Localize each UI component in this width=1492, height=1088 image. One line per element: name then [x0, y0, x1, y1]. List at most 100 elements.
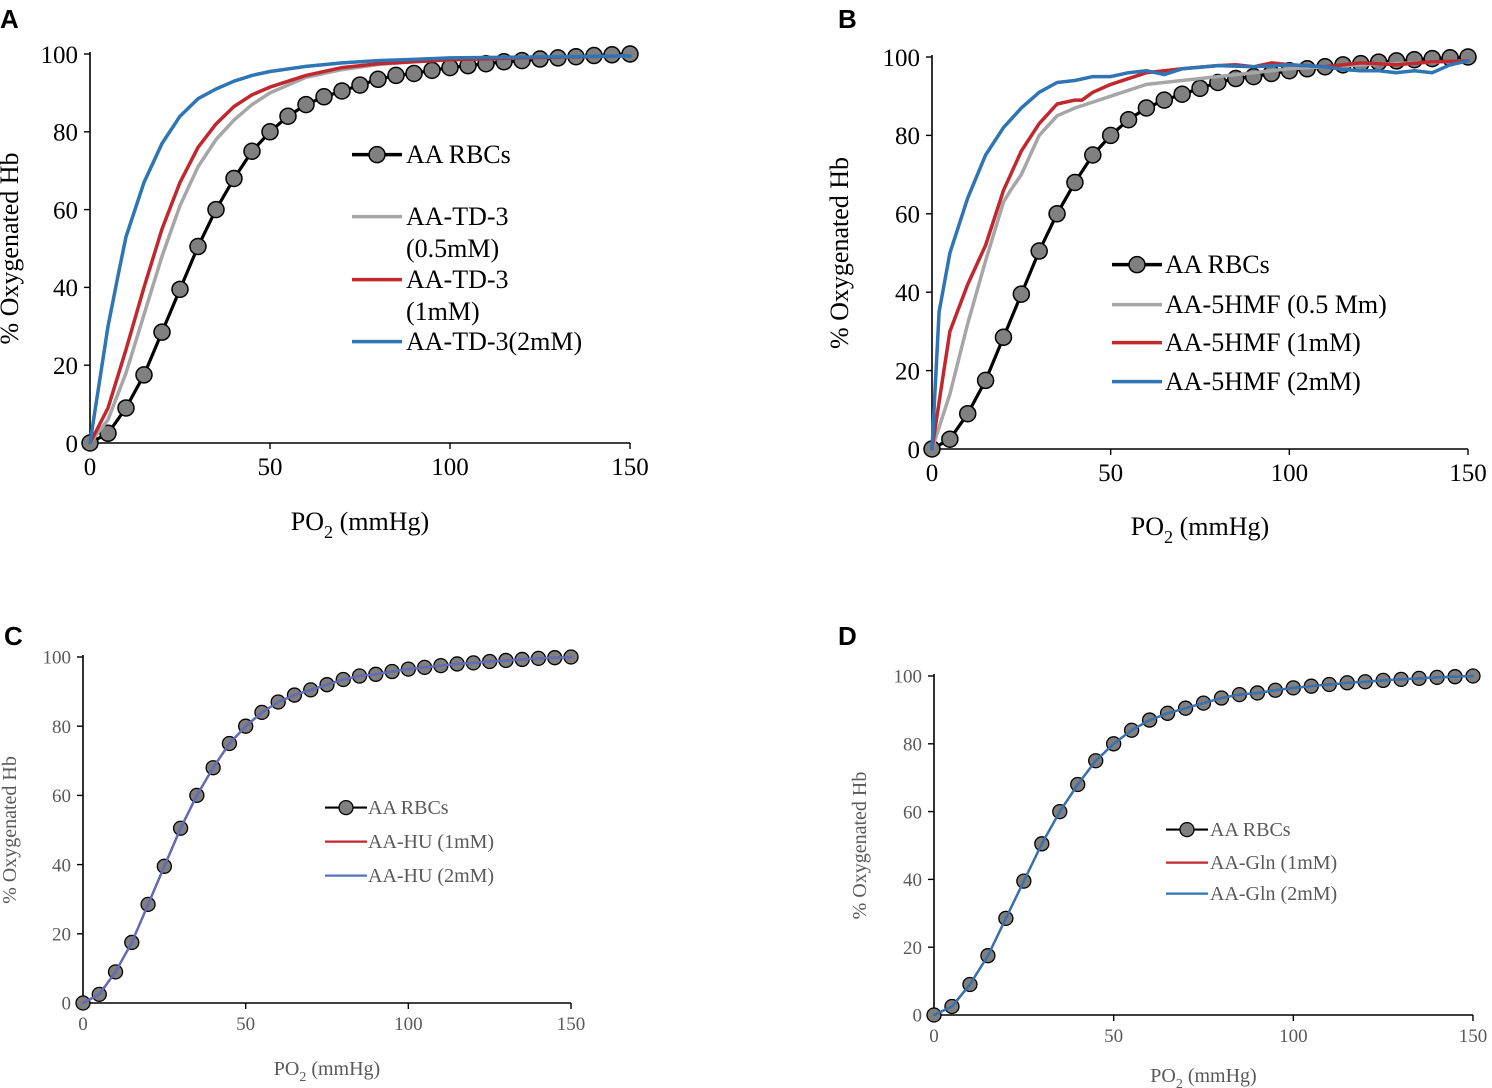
data-point [941, 430, 959, 448]
data-point [1119, 110, 1138, 129]
legend-label: (1mM) [406, 297, 480, 326]
legend-label: AA-5HMF (2mM) [1165, 367, 1361, 396]
series-line [933, 675, 1474, 1016]
legend-label: AA-TD-3(2mM) [406, 327, 582, 356]
x-tick-label: 50 [236, 1014, 255, 1035]
x-tick-label: 100 [394, 1014, 423, 1035]
y-axis-label: % Oxygenated Hb [849, 772, 871, 920]
x-tick-label: 50 [1098, 460, 1123, 487]
legend-label: AA-Gln (1mM) [1210, 852, 1337, 874]
data-point [261, 123, 279, 141]
data-point [1137, 99, 1156, 117]
data-point [387, 66, 405, 85]
y-axis-label: % Oxygenated Hb [825, 157, 854, 349]
series-aa-rbcs [926, 668, 1481, 1023]
legend-label: AA RBCs [1165, 250, 1270, 279]
y-tick-label: 20 [52, 924, 71, 945]
y-tick-label: 60 [52, 786, 71, 807]
x-axis-label-main: PO [1131, 512, 1164, 541]
data-point [351, 76, 369, 94]
data-point [513, 51, 531, 70]
data-point [976, 371, 995, 390]
data-point [423, 61, 441, 80]
x-axis-label: PO2 (mmHg) [274, 1058, 380, 1085]
x-axis-label-sub: 2 [1176, 1077, 1183, 1088]
data-point [225, 169, 243, 188]
y-tick-label: 40 [895, 280, 920, 307]
data-point [135, 366, 153, 384]
y-tick-label: 20 [895, 358, 920, 385]
legend: AA RBCs AA-Gln (1mM) AA-Gln (2mM) [1166, 819, 1337, 905]
x-axis-label-sub: 2 [324, 522, 333, 542]
y-axis-label: % Oxygenated Hb [0, 152, 24, 344]
panel-letter: B [838, 4, 857, 34]
legend-item: AA-TD-3(2mM) [352, 327, 582, 356]
data-point [369, 70, 387, 89]
series-line [932, 674, 1475, 1017]
data-point [1191, 79, 1209, 98]
x-tick-label: 50 [258, 454, 283, 481]
legend: AA RBCs AA-5HMF (0.5 Mm) AA-5HMF (1mM) AA-5… [1112, 250, 1387, 396]
x-axis-label-suffix: (mmHg) [1173, 512, 1269, 541]
y-tick-label: 100 [894, 667, 923, 688]
y-tick-label: 0 [66, 431, 79, 458]
y-tick-label: 20 [53, 353, 78, 380]
x-tick-label: 0 [929, 1026, 939, 1047]
data-point [1048, 205, 1066, 223]
series-line-overlay [82, 655, 572, 1004]
y-tick-label: 60 [53, 197, 78, 224]
legend-item: AA RBCs [1166, 819, 1291, 841]
legend-item: AA-5HMF (1mM) [1112, 328, 1361, 357]
series-aa-td-3-2mm [88, 54, 632, 445]
legend-item: AA-Gln (1mM) [1166, 852, 1337, 874]
legend: AA RBCs AA-HU (1mM) AA-HU (2mM) [325, 797, 494, 887]
legend-label: (0.5mM) [406, 234, 499, 263]
legend-item: AA RBCs [1112, 250, 1270, 279]
series-aa-td-3-0-5mm [88, 54, 632, 445]
series-line [82, 656, 572, 1004]
data-point [315, 88, 333, 106]
data-point [297, 95, 315, 114]
series-line [930, 59, 1470, 451]
panel-d: D 0 20 40 60 80 100 0 50 100 150 PO2 (mmHg) % Oxygen… [838, 621, 1487, 1088]
legend: AA RBCsAA-TD-3(0.5mM)AA-TD-3(1mM)AA-TD-3… [352, 140, 582, 356]
series-line [932, 674, 1475, 1017]
y-tick-label: 40 [52, 855, 71, 876]
data-point [1155, 91, 1174, 109]
series-line-overlay [933, 674, 1474, 1016]
x-axis-label: PO2 (mmHg) [1131, 512, 1269, 547]
legend-label: AA-TD-3 [406, 265, 509, 294]
panel-letter: D [838, 621, 857, 651]
x-axis-label-suffix: (mmHg) [306, 1058, 380, 1080]
panel-c: C 0 20 40 60 80 100 0 50 100 150 PO2 (mmHg) % Oxygen… [0, 621, 585, 1085]
legend-item: AA RBCs [352, 140, 511, 169]
series-aa-5hmf-2mm [930, 59, 1470, 451]
series-line [88, 54, 632, 445]
y-tick-label: 0 [913, 1006, 923, 1027]
data-point [621, 45, 639, 63]
x-axis-label-main: PO [291, 507, 324, 536]
x-tick-label: 0 [926, 460, 939, 487]
data-point [171, 280, 189, 299]
x-tick-label: 100 [1279, 1026, 1308, 1047]
x-axis-label-main: PO [274, 1058, 300, 1080]
panel-b: B 0 20 40 60 80 100 0 50 100 150 PO2 (mmHg) % Oxygen… [825, 4, 1487, 547]
data-point [1030, 242, 1048, 260]
series-aa-gln-1mm [932, 674, 1475, 1017]
x-tick-label: 0 [84, 454, 97, 481]
series-aa-hu-2mm [81, 655, 573, 1005]
series-line [81, 655, 573, 1005]
data-point [1423, 49, 1442, 68]
legend-item: AA-HU (1mM) [325, 831, 494, 853]
y-tick-label: 60 [903, 802, 922, 823]
data-point [99, 424, 117, 443]
legend-item: AA RBCs [325, 797, 449, 819]
x-axis-label-main: PO [1150, 1065, 1176, 1087]
data-point [243, 142, 261, 160]
legend-label: AA RBCs [368, 797, 449, 819]
legend-label: AA RBCs [406, 140, 511, 169]
y-tick-label: 100 [883, 45, 921, 72]
x-axis-label-sub: 2 [1164, 527, 1173, 547]
x-tick-label: 150 [1449, 460, 1487, 487]
panel-letter: C [4, 621, 23, 651]
